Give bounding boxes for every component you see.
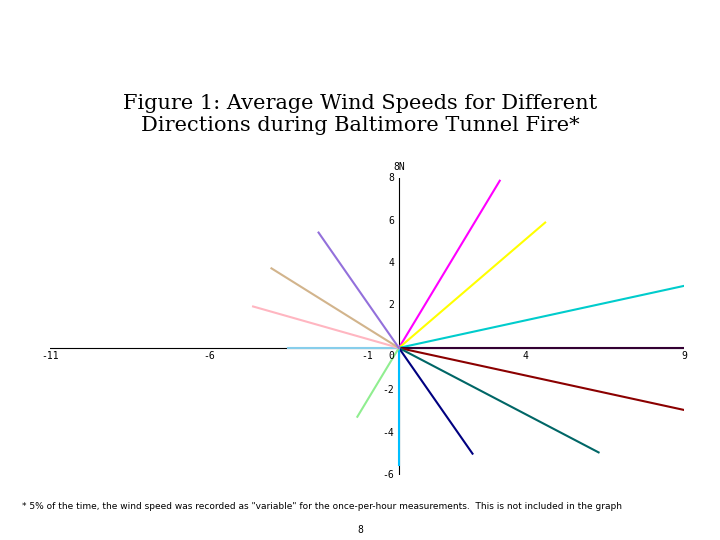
Text: 8: 8: [388, 173, 394, 183]
Text: 0: 0: [388, 351, 394, 361]
Text: -4: -4: [382, 428, 394, 438]
Text: -1: -1: [361, 351, 373, 361]
Text: 4: 4: [523, 351, 528, 361]
Text: 4: 4: [388, 258, 394, 268]
Text: 9: 9: [681, 351, 687, 361]
Text: -11: -11: [42, 351, 59, 361]
Text: 6: 6: [388, 215, 394, 226]
Text: 2: 2: [388, 300, 394, 310]
Text: -2: -2: [382, 386, 394, 395]
Text: * 5% of the time, the wind speed was recorded as "variable" for the once-per-hou: * 5% of the time, the wind speed was rec…: [22, 502, 621, 511]
Text: -6: -6: [203, 351, 215, 361]
Text: 8: 8: [357, 524, 363, 535]
Text: 8N: 8N: [393, 162, 405, 172]
Text: Figure 1: Average Wind Speeds for Different
Directions during Baltimore Tunnel F: Figure 1: Average Wind Speeds for Differ…: [123, 94, 597, 135]
Text: -6: -6: [382, 470, 394, 480]
